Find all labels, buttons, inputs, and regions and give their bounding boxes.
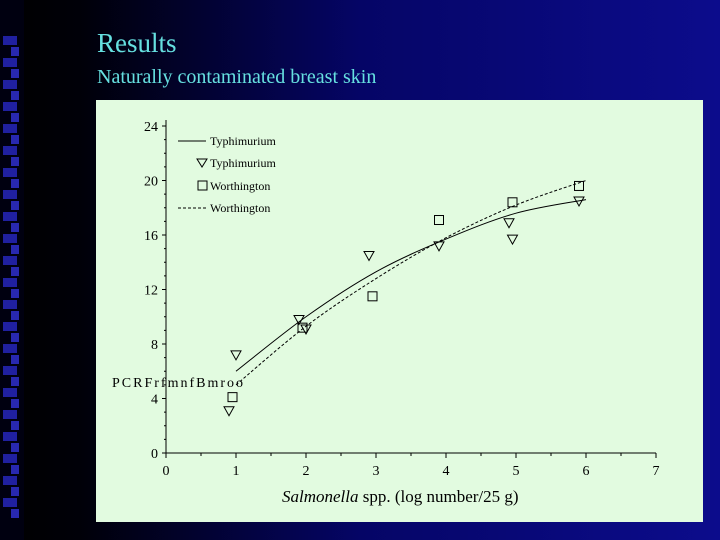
x-tick-labels: 0 1 2 3 4 5 6 7 <box>163 464 660 479</box>
decor-square <box>11 487 19 496</box>
decor-square <box>11 69 19 78</box>
decor-square <box>3 212 17 221</box>
decor-square <box>11 267 19 276</box>
decor-square <box>11 289 19 298</box>
decor-square <box>3 58 17 67</box>
decor-square <box>3 432 17 441</box>
axis-ticks <box>162 125 657 458</box>
decor-square <box>3 476 17 485</box>
decor-square <box>3 498 17 507</box>
typhimurium-point <box>363 250 375 262</box>
typhimurium-point <box>300 324 312 336</box>
x-tick-label: 4 <box>443 464 450 479</box>
x-tick-label: 5 <box>513 464 520 479</box>
decor-square <box>11 443 19 452</box>
decor-square <box>3 366 17 375</box>
decor-square <box>3 234 17 243</box>
x-tick-label: 2 <box>303 464 310 479</box>
decor-square <box>3 190 17 199</box>
decor-square <box>11 47 19 56</box>
x-axis-title-rest: spp. (log number/25 g) <box>359 487 519 506</box>
decor-square <box>3 322 17 331</box>
decor-square <box>11 355 19 364</box>
y-tick-label: 16 <box>144 229 158 244</box>
x-tick-label: 6 <box>583 464 590 479</box>
decor-square <box>11 333 19 342</box>
decor-square <box>11 421 19 430</box>
y-tick-label: 4 <box>151 393 158 408</box>
decor-square <box>3 344 17 353</box>
y-tick-label: 24 <box>144 120 158 135</box>
decor-square <box>3 80 17 89</box>
garbled-axis-label: PCRFrfmnfBmroo <box>112 376 245 391</box>
decor-square <box>3 300 17 309</box>
x-tick-label: 0 <box>163 464 170 479</box>
decor-square <box>11 377 19 386</box>
legend-label-worthington-line: Worthington <box>210 201 270 215</box>
worthington-point <box>367 291 378 302</box>
decor-square <box>3 124 17 133</box>
y-tick-labels: 0 4 8 12 16 20 24 <box>144 120 158 462</box>
typhimurium-point <box>506 234 519 246</box>
typhimurium-point <box>230 350 242 361</box>
x-tick-label: 1 <box>233 464 240 479</box>
decor-square <box>3 410 17 419</box>
decor-square <box>11 157 19 166</box>
legend-triangle-swatch <box>196 158 208 168</box>
typhimurium-point <box>433 241 445 252</box>
decor-square <box>11 399 19 408</box>
worthington-fit-line <box>235 180 587 386</box>
decor-square <box>3 168 17 177</box>
legend-label-worthington-points: Worthington <box>210 179 270 193</box>
legend-label-typhimurium-line: Typhimurium <box>210 134 276 148</box>
x-axis-title-italic: Salmonella <box>282 487 359 506</box>
worthington-point <box>227 392 238 403</box>
typhimurium-point <box>293 314 305 326</box>
decor-square <box>11 245 19 254</box>
slide-subtitle: Naturally contaminated breast skin <box>97 66 377 88</box>
slide-title: Results <box>97 28 177 58</box>
decor-square <box>11 113 19 122</box>
decor-square <box>3 36 17 45</box>
decor-square <box>3 388 17 397</box>
decor-squares <box>3 36 21 536</box>
typhimurium-fit-line <box>235 199 587 372</box>
typhimurium-point <box>573 196 585 207</box>
decor-square <box>3 146 17 155</box>
decor-square <box>11 135 19 144</box>
decor-square <box>11 223 19 232</box>
y-tick-label: 12 <box>144 284 158 299</box>
legend: Typhimurium Typhimurium Worthington Wort… <box>178 134 276 215</box>
y-tick-label: 8 <box>151 338 158 353</box>
y-tick-label: 0 <box>151 447 158 462</box>
decor-square <box>11 509 19 518</box>
slide-decor-strip <box>0 0 24 540</box>
decor-square <box>11 201 19 210</box>
chart-panel <box>96 100 703 522</box>
legend-square-swatch <box>197 180 208 191</box>
worthington-point <box>434 215 444 226</box>
typhimurium-point <box>223 406 235 417</box>
x-axis-title: Salmonella spp. (log number/25 g) <box>282 487 519 506</box>
worthington-point <box>507 197 518 208</box>
typhimurium-point <box>503 218 515 229</box>
decor-square <box>3 454 17 463</box>
series-markers <box>223 180 585 417</box>
decor-square <box>3 256 17 265</box>
y-tick-label: 20 <box>144 175 158 190</box>
decor-square <box>11 91 19 100</box>
decor-square <box>3 278 17 287</box>
worthington-point <box>574 180 584 191</box>
series-lines <box>235 180 587 386</box>
decor-square <box>3 102 17 111</box>
x-tick-label: 7 <box>653 464 660 479</box>
decor-square <box>11 465 19 474</box>
decor-square <box>11 311 19 320</box>
x-tick-label: 3 <box>373 464 380 479</box>
legend-label-typhimurium-points: Typhimurium <box>210 156 276 170</box>
decor-square <box>11 179 19 188</box>
worthington-point <box>297 322 308 333</box>
